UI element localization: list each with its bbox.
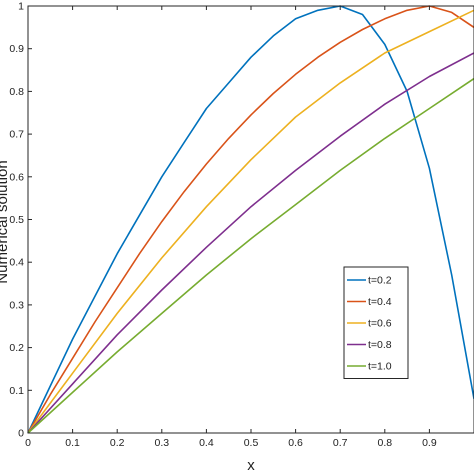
series-line-5 (27, 77, 474, 434)
x-tick-label: 0.2 (110, 437, 125, 449)
x-tick-label: 0 (25, 437, 31, 449)
x-tick-label: 0.7 (333, 437, 348, 449)
legend-label-4: t=0.8 (368, 339, 392, 351)
x-axis-label: x (247, 457, 255, 474)
series-line-2 (27, 5, 474, 434)
y-tick-label: 0.2 (9, 342, 24, 354)
y-axis: 0 0.1 0.2 0.3 0.4 0.5 0.6 0.7 0.8 0.9 1 (9, 1, 32, 440)
series-line-4 (27, 52, 474, 434)
y-tick-label: 0.4 (9, 257, 24, 269)
series-lines (27, 5, 474, 434)
y-tick-label: 0.6 (9, 171, 24, 183)
series-line-3 (27, 9, 474, 434)
legend-label-3: t=0.6 (368, 318, 392, 330)
legend-label-1: t=0.2 (368, 275, 392, 287)
y-axis-label: Numerical solution (0, 160, 11, 283)
y-tick-label: 0.8 (9, 86, 24, 98)
legend: t=0.2 t=0.4 t=0.6 t=0.8 t=1.0 (343, 266, 409, 379)
y-tick-label: 1 (18, 1, 24, 13)
x-axis: 0 0.1 0.2 0.3 0.4 0.5 0.6 0.7 0.8 0.9 (25, 6, 437, 449)
x-tick-label: 0.5 (244, 437, 259, 449)
y-tick-label: 0.9 (9, 43, 24, 55)
y-tick-label: 0 (18, 428, 24, 440)
x-tick-label: 0.4 (199, 437, 214, 449)
legend-label-5: t=1.0 (368, 361, 392, 373)
legend-label-2: t=0.4 (368, 296, 392, 308)
x-tick-label: 0.3 (154, 437, 169, 449)
series-line-1 (27, 5, 474, 434)
x-tick-label: 0.8 (377, 437, 392, 449)
y-tick-label: 0.1 (9, 385, 24, 397)
y-tick-label: 0.5 (9, 214, 24, 226)
x-tick-label: 0.1 (65, 437, 80, 449)
x-tick-label: 0.9 (422, 437, 437, 449)
x-tick-label: 0.6 (288, 437, 303, 449)
y-tick-label: 0.7 (9, 129, 24, 141)
y-tick-label: 0.3 (9, 299, 24, 311)
